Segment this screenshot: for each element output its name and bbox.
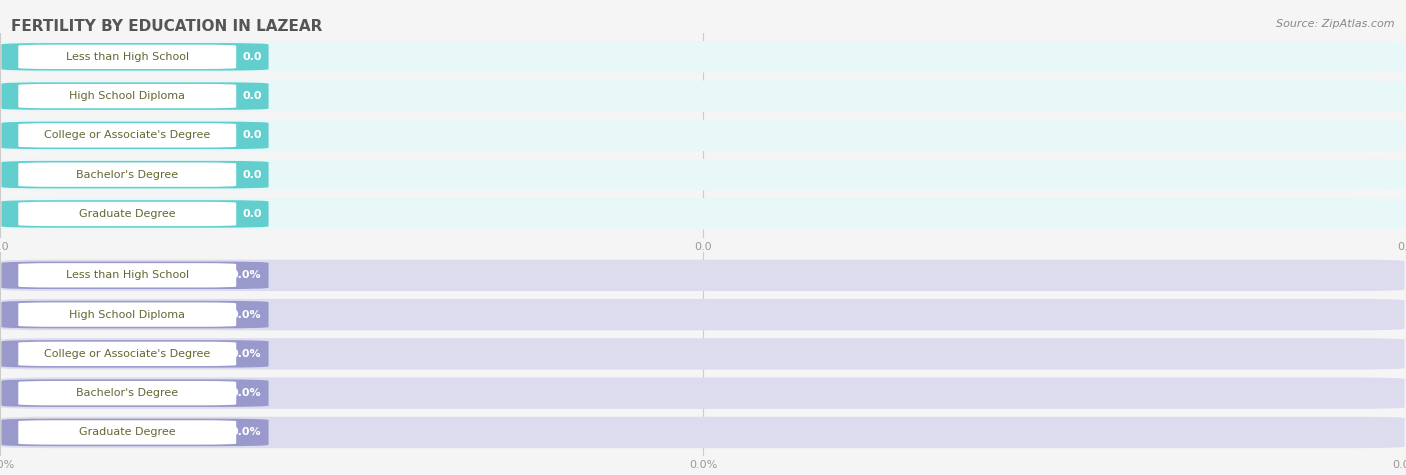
FancyBboxPatch shape bbox=[18, 381, 236, 405]
FancyBboxPatch shape bbox=[1, 380, 269, 407]
Text: Less than High School: Less than High School bbox=[66, 52, 188, 62]
Text: 0.0: 0.0 bbox=[242, 170, 262, 180]
Text: 0.0%: 0.0% bbox=[231, 310, 262, 320]
FancyBboxPatch shape bbox=[1, 262, 269, 289]
Text: 0.0%: 0.0% bbox=[231, 270, 262, 280]
FancyBboxPatch shape bbox=[1, 200, 269, 228]
Text: Source: ZipAtlas.com: Source: ZipAtlas.com bbox=[1277, 19, 1395, 29]
FancyBboxPatch shape bbox=[18, 202, 236, 226]
FancyBboxPatch shape bbox=[1, 161, 269, 189]
FancyBboxPatch shape bbox=[1, 80, 1405, 112]
Text: 0.0: 0.0 bbox=[242, 91, 262, 101]
Text: Graduate Degree: Graduate Degree bbox=[79, 209, 176, 219]
Text: 0.0: 0.0 bbox=[242, 52, 262, 62]
Text: 0.0: 0.0 bbox=[242, 130, 262, 141]
FancyBboxPatch shape bbox=[1, 417, 1405, 448]
FancyBboxPatch shape bbox=[1, 378, 1405, 409]
Text: 0.0%: 0.0% bbox=[231, 428, 262, 437]
Text: High School Diploma: High School Diploma bbox=[69, 310, 186, 320]
FancyBboxPatch shape bbox=[1, 338, 1405, 370]
Text: Less than High School: Less than High School bbox=[66, 270, 188, 280]
FancyBboxPatch shape bbox=[1, 198, 1405, 229]
Text: FERTILITY BY EDUCATION IN LAZEAR: FERTILITY BY EDUCATION IN LAZEAR bbox=[11, 19, 322, 34]
FancyBboxPatch shape bbox=[18, 162, 236, 187]
Text: Graduate Degree: Graduate Degree bbox=[79, 428, 176, 437]
FancyBboxPatch shape bbox=[1, 418, 269, 446]
FancyBboxPatch shape bbox=[1, 120, 1405, 151]
Text: Bachelor's Degree: Bachelor's Degree bbox=[76, 388, 179, 398]
Text: Bachelor's Degree: Bachelor's Degree bbox=[76, 170, 179, 180]
Text: 0.0: 0.0 bbox=[242, 209, 262, 219]
FancyBboxPatch shape bbox=[1, 260, 1405, 291]
FancyBboxPatch shape bbox=[1, 340, 269, 368]
FancyBboxPatch shape bbox=[18, 123, 236, 148]
Text: College or Associate's Degree: College or Associate's Degree bbox=[44, 349, 211, 359]
FancyBboxPatch shape bbox=[18, 303, 236, 327]
FancyBboxPatch shape bbox=[18, 342, 236, 366]
FancyBboxPatch shape bbox=[18, 263, 236, 287]
FancyBboxPatch shape bbox=[18, 45, 236, 69]
Text: 0.0%: 0.0% bbox=[231, 349, 262, 359]
FancyBboxPatch shape bbox=[1, 301, 269, 328]
FancyBboxPatch shape bbox=[1, 41, 1405, 73]
FancyBboxPatch shape bbox=[1, 159, 1405, 190]
FancyBboxPatch shape bbox=[1, 122, 269, 149]
FancyBboxPatch shape bbox=[1, 43, 269, 71]
FancyBboxPatch shape bbox=[1, 82, 269, 110]
Text: College or Associate's Degree: College or Associate's Degree bbox=[44, 130, 211, 141]
Text: High School Diploma: High School Diploma bbox=[69, 91, 186, 101]
FancyBboxPatch shape bbox=[1, 299, 1405, 330]
Text: 0.0%: 0.0% bbox=[231, 388, 262, 398]
FancyBboxPatch shape bbox=[18, 420, 236, 445]
FancyBboxPatch shape bbox=[18, 84, 236, 108]
